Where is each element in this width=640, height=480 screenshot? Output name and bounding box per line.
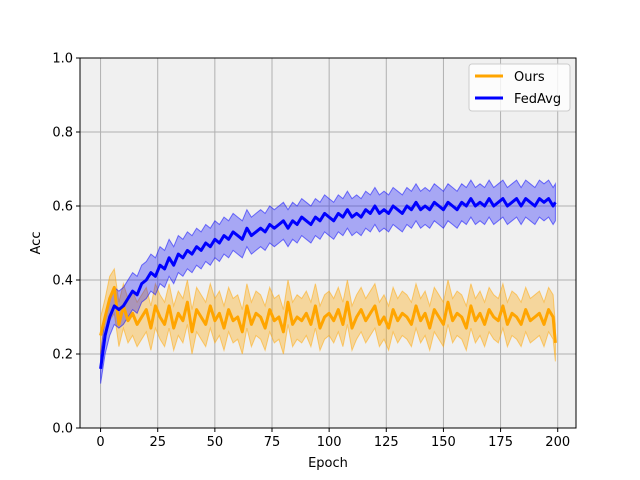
x-axis-label: Epoch	[308, 456, 348, 471]
x-tick-label: 150	[431, 435, 456, 450]
y-axis-label: Acc	[29, 232, 44, 255]
legend: Ours FedAvg	[468, 63, 571, 112]
x-tick-label: 175	[488, 435, 513, 450]
plot-frame	[79, 57, 577, 429]
x-tick-label: 200	[545, 435, 570, 450]
y-tick-label: 0.4	[52, 274, 73, 289]
x-tick-label: 75	[264, 435, 281, 450]
y-tick-label: 0.2	[52, 348, 73, 363]
plot-area	[80, 58, 576, 428]
x-tick-label: 50	[207, 435, 224, 450]
y-tick-label: 0.8	[52, 126, 73, 141]
series-lines	[99, 197, 557, 370]
y-tick-label: 0.0	[52, 422, 73, 437]
x-tick-label: 100	[317, 435, 342, 450]
y-axis-ticks: 0.0 0.2 0.4 0.6 0.8 1.0	[52, 52, 80, 437]
fedavg-band	[100, 179, 556, 384]
fedavg-line	[99, 197, 557, 370]
legend-label-fedavg: FedAvg	[514, 92, 561, 107]
ours-line	[99, 285, 557, 344]
legend-label-ours: Ours	[514, 70, 545, 85]
y-tick-label: 0.6	[52, 200, 73, 215]
x-tick-label: 25	[149, 435, 166, 450]
x-axis-ticks: 0 25 50 75 100 125 150 175 200	[96, 428, 570, 450]
y-tick-label: 1.0	[52, 52, 73, 67]
x-tick-label: 0	[96, 435, 104, 450]
x-tick-label: 125	[374, 435, 399, 450]
